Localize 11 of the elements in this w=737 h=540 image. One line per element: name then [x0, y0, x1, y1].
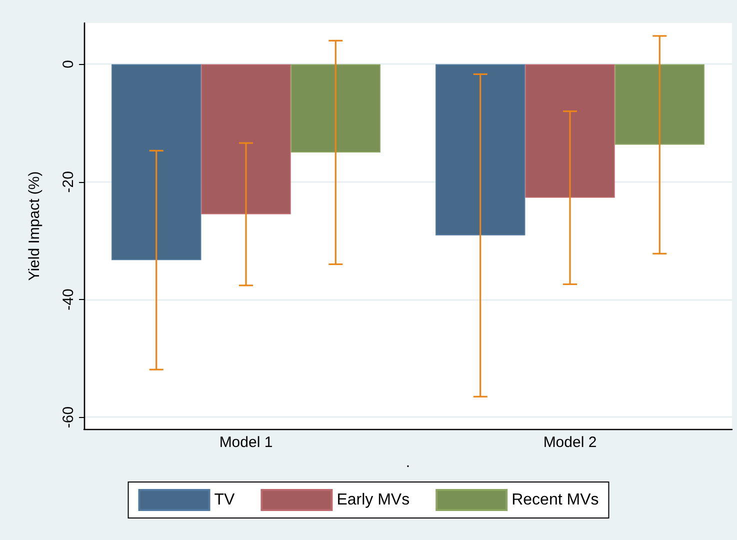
- legend-label: TV: [214, 492, 236, 508]
- y-axis-title: Yield Impact (%): [26, 171, 43, 281]
- y-tick-label: -60: [60, 406, 77, 428]
- x-tick-label: Model 2: [543, 434, 597, 451]
- x-axis-title: .: [406, 454, 410, 471]
- legend-label: Early MVs: [336, 492, 410, 508]
- x-tick-label: Model 1: [219, 434, 273, 451]
- legend-label: Recent MVs: [512, 492, 599, 508]
- y-tick-label: -20: [60, 171, 77, 193]
- y-tick-label: -40: [60, 288, 77, 310]
- y-tick-label: 0: [60, 60, 77, 68]
